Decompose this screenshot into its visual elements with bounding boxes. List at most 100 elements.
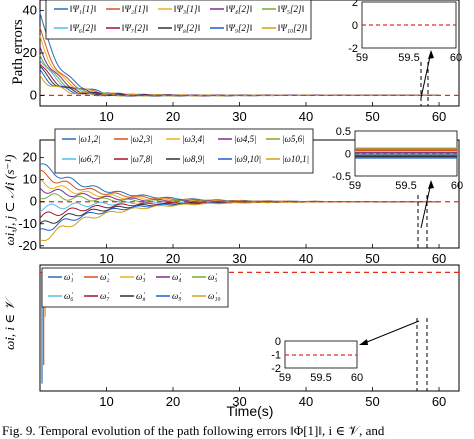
inset-x-tick-label: 60	[451, 180, 463, 192]
inset-y-tick-label: 0	[345, 149, 351, 161]
y-tick-label: 0	[30, 194, 37, 209]
inset-y-tick-label: -0.5	[332, 171, 351, 183]
y-tick-label: -10	[18, 216, 37, 231]
panel-1-x-ticks: 10 20 30 40 50 60	[99, 102, 446, 124]
x-tick-label: 40	[299, 109, 313, 124]
legend-label-3: |ω3,4|	[182, 134, 205, 144]
series-line-5	[39, 54, 439, 97]
panel-angular-velocity-differences: 20 10 0 -10 -20 10 20 30 40 50 60 ωi,j, j ⊂ 𝒩i (s…	[2, 126, 463, 266]
legend-label-2: ‖Ψ₂[1]‖	[122, 4, 148, 14]
legend-label-1: ‖Ψ₁[1]‖	[70, 4, 96, 14]
legend-label-4: ω̇₄	[172, 272, 181, 282]
legend-label-3: ω̇₃	[136, 272, 145, 282]
legend-label-7: ‖Ψ₇[2]‖	[122, 23, 148, 33]
legend-label-6: ω̇₆	[64, 291, 73, 301]
legend-label-5: ω̇₅	[208, 272, 217, 282]
panel-2-x-ticks: 10 20 30 40 50 60	[99, 244, 446, 266]
legend-label-2: ω̇₂	[100, 272, 109, 282]
panel-3-ylabel: ω̇i, i ∈ 𝒱	[2, 296, 17, 350]
panel-angular-acceleration: 10 20 30 40 50 60 ω̇i, i ∈ 𝒱 ω̇₁ ω̇₂ ω̇₃ ω̇₄ ω̇₅ω…	[2, 264, 460, 419]
legend-label-8: ω̇₈	[136, 291, 145, 301]
legend-label-10: ‖Ψ₁₀[2]‖	[278, 23, 307, 33]
panel-1-zoom-arrowhead	[428, 50, 434, 59]
inset-x-tick-label: 60	[351, 372, 363, 384]
legend-label-1: ω̇₁	[64, 272, 73, 282]
legend-label-5: ‖Ψ₅[2]‖	[278, 4, 304, 14]
legend-label-7: |ω7,8|	[130, 154, 153, 164]
panel-2-zoom-arrow	[420, 182, 432, 229]
panel-2-series	[39, 163, 439, 241]
x-tick-label: 10	[99, 251, 113, 266]
panel-1-ylabel: Path errors	[10, 19, 26, 85]
panel-1-inset-ticks: 2 0 -259 59.5 60	[348, 0, 462, 64]
x-tick-label: 20	[166, 251, 180, 266]
legend-label-8: ‖Ψ₈[2]‖	[174, 23, 200, 33]
zoom-markers	[416, 62, 429, 391]
legend-label-10: |ω10,1|	[282, 154, 309, 164]
x-tick-label: 60	[432, 109, 446, 124]
x-axis-label: Time(s)	[227, 403, 274, 419]
inset-x-tick-label: 59	[279, 372, 291, 384]
legend-label-3: ‖Ψ₃[1]‖	[174, 4, 200, 14]
legend-label-6: ‖Ψ₆[2]‖	[70, 23, 96, 33]
legend-label-5: |ω5,6|	[282, 134, 305, 144]
y-tick-label: 10	[23, 172, 37, 187]
legend-label-6: |ω6,7|	[78, 154, 101, 164]
x-tick-label: 60	[432, 394, 446, 409]
panel-1-legend-box	[45, 0, 312, 40]
panel-3-legend-box	[41, 267, 229, 308]
legend-label-7: ω̇₇	[100, 291, 109, 301]
inset-y-tick-label: -1	[271, 350, 281, 362]
panel-1-legend: ‖Ψ₁[1]‖ ‖Ψ₂[1]‖ ‖Ψ₃[1]‖ ‖Ψ₄[2]‖ ‖Ψ₅[2]‖ ‖Ψ₆[2…	[45, 0, 312, 40]
panel-3-zoom-arrow	[361, 320, 420, 345]
legend-label-9: ω̇₉	[172, 291, 181, 301]
panel-1-inset: 2 0 -259 59.5 60	[348, 0, 462, 99]
legend-label-4: |ω4,5|	[234, 134, 257, 144]
inset-y-tick-label: 0	[352, 20, 358, 32]
panel-3-zoom-arrowhead	[359, 339, 368, 345]
panel-3-inset: 0 -1-259 59.5 60	[271, 320, 420, 384]
inset-x-tick-label: 59.5	[395, 180, 416, 192]
y-tick-label: 20	[23, 150, 37, 165]
inset-y-tick-label: 2	[352, 0, 358, 9]
x-tick-label: 40	[299, 394, 313, 409]
x-tick-label: 20	[166, 394, 180, 409]
series-line-4	[39, 46, 439, 97]
x-tick-label: 50	[365, 251, 379, 266]
inset-y-tick-label: 0	[275, 336, 281, 348]
panel-2-zoom-arrowhead	[428, 180, 434, 189]
x-tick-label: 10	[99, 109, 113, 124]
legend-label-9: ‖Ψ₉[2]‖	[226, 23, 252, 33]
x-tick-label: 60	[432, 251, 446, 266]
inset-x-tick-label: 59.5	[398, 52, 419, 64]
panel-2-inset-ticks: 0.5 0 -0.559 59.5 60	[332, 126, 463, 192]
inset-y-tick-label: -2	[348, 43, 358, 55]
panel-3-frame	[39, 264, 460, 392]
x-tick-label: 50	[365, 394, 379, 409]
series-line-6	[39, 59, 439, 97]
legend-label-10: ω̇₁₀	[208, 291, 221, 301]
y-tick-label: 40	[23, 3, 37, 18]
panel-3-inset-ticks: 0 -1-259 59.5 60	[271, 336, 363, 384]
inset-x-tick-label: 59.5	[310, 372, 331, 384]
x-tick-label: 30	[232, 394, 246, 409]
x-tick-label: 10	[99, 394, 113, 409]
panel-2-ylabel: ωi,j, j ⊂ 𝒩i (s⁻¹)	[2, 155, 17, 246]
y-tick-label: 0	[30, 87, 37, 102]
series-line-8	[39, 201, 439, 224]
y-tick-label: 20	[23, 45, 37, 60]
figure-caption: Fig. 9. Temporal evolution of the path f…	[2, 423, 385, 438]
x-tick-label: 40	[299, 251, 313, 266]
inset-y-tick-label: 0.5	[336, 126, 351, 138]
panel-2-legend-box	[54, 128, 314, 174]
x-tick-label: 30	[232, 109, 246, 124]
panel-3-legend: ω̇₁ ω̇₂ ω̇₃ ω̇₄ ω̇₅ ω̇₆ ω̇₇ ω̇₈ ω̇₉ ω̇₁₀	[41, 267, 229, 308]
inset-x-tick-label: 59	[356, 52, 368, 64]
panel-2-inset: 0.5 0 -0.559 59.5 60	[332, 126, 463, 229]
panel-2-inset-lines	[355, 147, 457, 159]
inset-y-tick-label: -2	[271, 363, 281, 375]
y-tick-label: -20	[18, 238, 37, 253]
x-tick-label: 20	[166, 109, 180, 124]
